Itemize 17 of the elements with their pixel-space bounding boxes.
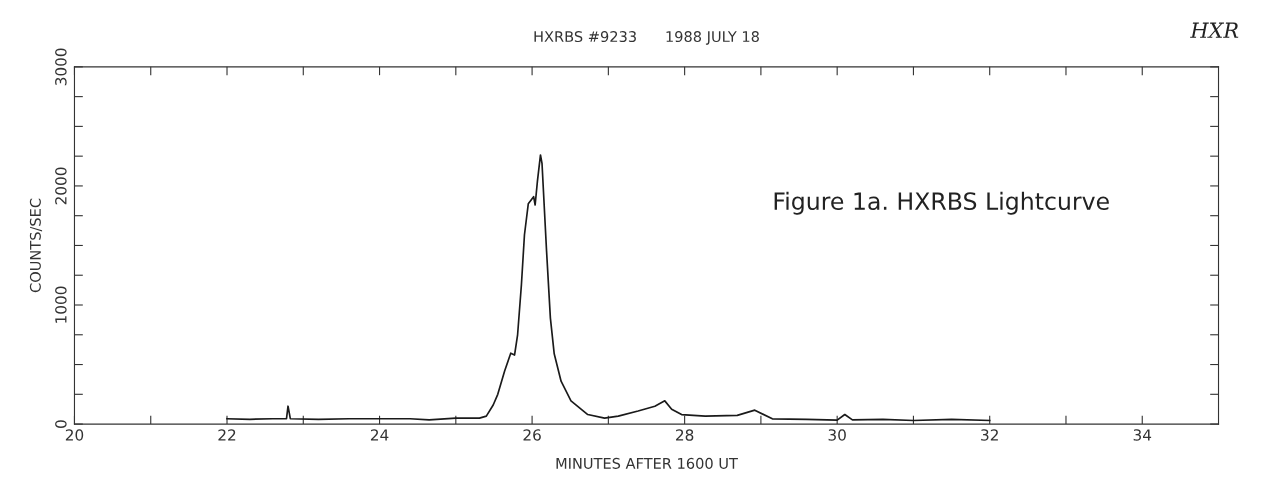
x-axis-title: MINUTES AFTER 1600 UT [556,457,738,469]
y-tick-label: 0 [55,420,67,428]
x-tick-label: 30 [828,429,846,441]
text: HXR [1190,22,1239,38]
x-tick-label: 22 [218,429,236,441]
y-tick-label: 1000 [55,286,67,323]
x-tick-label: 20 [65,429,84,441]
x-tick-label: 34 [1133,429,1152,441]
annotation: Figure 1a. HXRBS Lightcurve [774,191,1109,215]
y-axis-title: COUNTS/SEC [29,198,43,293]
x-tick-label: 28 [676,429,694,441]
x-tick-label: 26 [523,429,541,441]
chart-title: HXRBS #9233 1988 JULY 18 [534,31,759,45]
y-tick-label: 3000 [55,48,67,86]
x-tick-label: 24 [370,429,389,441]
y-tick-label: 2000 [55,167,67,205]
x-tick-label: 32 [981,429,998,441]
